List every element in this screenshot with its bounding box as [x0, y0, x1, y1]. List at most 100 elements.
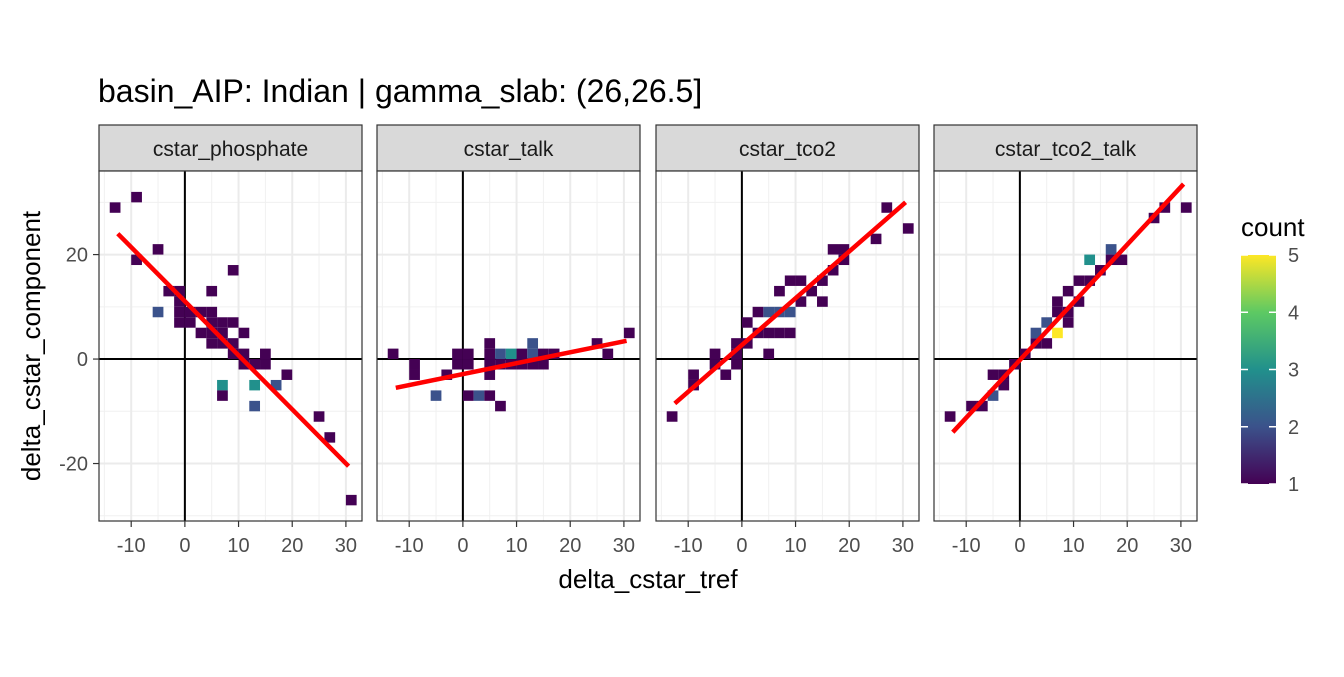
- bin-cell: [838, 244, 850, 255]
- bin-cell: [152, 244, 164, 255]
- bin-cell: [1180, 202, 1192, 213]
- panel-cstar_phosphate: cstar_phosphate -10 0 10 20 30 -20 0 20: [59, 124, 363, 557]
- bin-cell: [217, 327, 228, 339]
- bin-cell: [688, 369, 699, 380]
- bin-cell: [238, 359, 250, 370]
- bin-cell: [174, 317, 185, 328]
- bin-cell: [452, 359, 463, 370]
- bin-cell: [1084, 254, 1096, 266]
- bin-cell: [462, 348, 474, 360]
- bin-cell: [249, 400, 261, 412]
- bin-cell: [944, 411, 956, 422]
- x-tick-label: 10: [1062, 535, 1084, 557]
- bin-cell: [1052, 306, 1063, 318]
- bin-cell: [174, 306, 185, 318]
- bin-cell: [752, 306, 764, 318]
- bin-cell: [1052, 327, 1063, 339]
- legend-tick-label: 2: [1288, 417, 1299, 439]
- bin-cell: [763, 306, 775, 318]
- x-tick-label: 10: [227, 535, 249, 557]
- bin-cell: [238, 348, 250, 360]
- bin-cell: [206, 285, 218, 297]
- x-tick-label: 30: [335, 535, 357, 557]
- bin-cell: [217, 379, 228, 391]
- bin-cell: [763, 348, 775, 360]
- x-tick-label: 0: [1014, 535, 1025, 557]
- y-tick-label: 20: [66, 245, 88, 267]
- bin-cell: [1062, 285, 1074, 297]
- bin-cell: [538, 359, 549, 370]
- strip-label: cstar_phosphate: [153, 138, 308, 161]
- bin-cell: [387, 348, 399, 360]
- bin-cell: [131, 191, 142, 203]
- legend-tick-label: 4: [1288, 302, 1299, 324]
- legend-tick-label: 5: [1288, 245, 1299, 267]
- legend-ticks: 1 2 3 4 5: [1241, 245, 1299, 496]
- bin-cell: [238, 327, 250, 339]
- bin-cell: [817, 275, 828, 286]
- fit-line: [673, 200, 908, 406]
- bin-cell: [409, 359, 420, 370]
- bin-cell: [484, 348, 496, 360]
- bin-cell: [987, 369, 999, 380]
- bin-cell: [902, 223, 914, 234]
- bin-cell: [163, 285, 175, 297]
- bin-cell: [484, 359, 496, 370]
- legend-title: count: [1241, 212, 1305, 242]
- bin-cell: [195, 327, 207, 339]
- panel-border: [655, 170, 920, 522]
- bin-cell: [260, 348, 271, 360]
- bin-cell: [281, 369, 293, 380]
- bin-cell: [527, 359, 539, 370]
- x-tick-label: 30: [892, 535, 914, 557]
- bin-cell: [784, 306, 796, 318]
- bin-cell: [484, 369, 496, 380]
- bin-cell: [227, 317, 239, 328]
- bin-cell: [709, 348, 721, 360]
- x-tick-label: -10: [117, 535, 146, 557]
- bin-cell: [152, 306, 164, 318]
- bin-cell: [838, 254, 850, 266]
- bin-cell: [538, 348, 549, 360]
- bin-cell: [1116, 254, 1128, 266]
- bin-cell: [709, 359, 721, 370]
- strip-cstar_talk: [376, 124, 641, 172]
- bin-cell: [1073, 296, 1085, 307]
- bin-cell: [602, 348, 614, 360]
- strip-cstar_tco2_talk: [933, 124, 1198, 172]
- x-tick-label: 20: [838, 535, 860, 557]
- bin-cell: [741, 317, 753, 328]
- bin-cell: [774, 285, 785, 297]
- x-tick-label: 0: [179, 535, 190, 557]
- bin-cell: [795, 296, 807, 307]
- bin-cell: [270, 379, 282, 391]
- bin-cell: [827, 265, 839, 276]
- chart-title: basin_AIP: Indian | gamma_slab: (26,26.5…: [98, 73, 702, 109]
- bin-cell: [784, 275, 796, 286]
- x-tick-label: 20: [559, 535, 581, 557]
- x-tick-label: 10: [784, 535, 806, 557]
- legend-tick-label: 1: [1288, 474, 1299, 496]
- bin-cell: [731, 338, 742, 349]
- bin-cell: [527, 348, 539, 360]
- bin-cell: [227, 348, 239, 360]
- bin-cell: [206, 306, 218, 318]
- bin-cell: [131, 254, 142, 266]
- bin-cell: [591, 338, 603, 349]
- bin-cell: [473, 390, 485, 401]
- x-tick-label: -10: [952, 535, 981, 557]
- bin-cell: [462, 390, 474, 401]
- bin-cell: [462, 359, 474, 370]
- panel-cstar_tco2_talk: cstar_tco2_talk -10 0 10 20 30: [933, 124, 1198, 557]
- y-tick-label: -20: [59, 454, 88, 476]
- panels-group: cstar_phosphate-10 0 10 20 30-20020cstar_tal…: [59, 124, 1198, 557]
- bin-cell: [484, 390, 496, 401]
- bin-cell: [345, 494, 357, 506]
- bin-cell: [998, 379, 1010, 391]
- bin-cell: [217, 390, 228, 401]
- bin-cell: [227, 338, 239, 349]
- bin-cell: [206, 317, 218, 328]
- bin-cell: [217, 338, 228, 349]
- bin-cell: [484, 338, 496, 349]
